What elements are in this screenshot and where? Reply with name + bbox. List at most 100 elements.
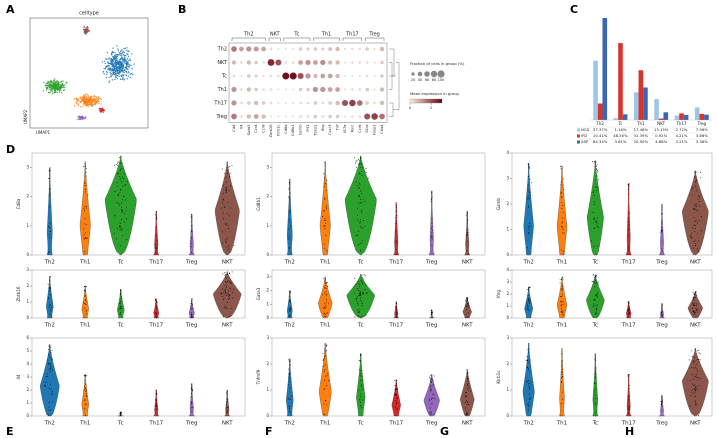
cell-point [661, 305, 663, 306]
cell-point [192, 390, 194, 392]
cell-point [155, 389, 157, 391]
gene-label: Tbx21 [313, 125, 317, 137]
gene-label: Ccr4 [254, 124, 258, 133]
cell-point [661, 400, 663, 402]
cell-point [695, 304, 697, 306]
y-tick-label: 1 [506, 387, 509, 392]
umap-point [88, 100, 90, 102]
cell-point [694, 360, 696, 362]
cell-point [83, 207, 85, 209]
cell-point [46, 373, 48, 375]
cell-point [362, 167, 364, 169]
cell-point [323, 243, 325, 245]
x-tick-label: Treg [425, 323, 438, 329]
cell-point [594, 227, 596, 229]
cell-point [694, 389, 696, 391]
umap-point [58, 85, 60, 87]
x-tick-label: NKT [462, 323, 473, 329]
cell-point [662, 399, 664, 401]
umap-point [114, 55, 116, 58]
umap-point [96, 98, 99, 100]
cell-point [51, 359, 53, 361]
cell-point [357, 303, 359, 304]
cell-point [121, 229, 123, 231]
dot [284, 115, 287, 118]
cell-point [326, 312, 328, 314]
category-label: Th1 [636, 121, 645, 126]
cell-point [395, 210, 397, 212]
cell-point [359, 401, 361, 403]
cell-point [528, 206, 530, 208]
table-value: 3.36% [696, 139, 708, 144]
cell-point [119, 192, 121, 194]
cell-point [694, 366, 696, 368]
cell-point [694, 376, 696, 378]
cell-point [289, 361, 291, 363]
cell-point [467, 384, 468, 386]
cell-point [227, 407, 229, 409]
cell-point [528, 405, 530, 407]
cell-point [430, 313, 432, 315]
cell-point [396, 313, 397, 315]
cell-point [694, 400, 696, 402]
cell-point [428, 412, 430, 414]
umap-point [129, 73, 131, 75]
cell-point [430, 389, 432, 391]
umap-point [112, 73, 114, 75]
cell-point [191, 236, 193, 238]
umap-point [123, 79, 125, 81]
cell-point [359, 359, 361, 361]
cell-point [289, 378, 291, 379]
cell-point [83, 223, 85, 225]
cell-point [695, 401, 696, 403]
cell-point [466, 413, 468, 415]
umap-point [59, 85, 61, 88]
cell-point [322, 216, 324, 217]
cell-point [591, 240, 593, 242]
cell-point [628, 313, 630, 315]
umap-point [62, 84, 65, 86]
cell-point [325, 293, 327, 295]
cell-point [324, 218, 326, 220]
umap-point [110, 70, 112, 72]
cell-point [221, 293, 222, 295]
cell-point [661, 220, 663, 222]
umap-point [105, 76, 108, 79]
cell-point [628, 406, 630, 408]
cell-point [47, 359, 48, 361]
cell-point [361, 170, 363, 172]
cell-point [689, 235, 691, 237]
umap-point [120, 52, 122, 55]
dot [328, 60, 333, 65]
violin [658, 395, 666, 417]
cell-point [695, 243, 696, 245]
umap-point [111, 63, 113, 66]
cell-point [191, 387, 193, 388]
cell-point [324, 350, 326, 352]
row-label: Treg [215, 114, 227, 120]
cell-point [288, 368, 290, 370]
cell-point [691, 356, 693, 358]
cell-point [232, 288, 234, 290]
cell-point [51, 369, 53, 371]
cell-point [429, 400, 431, 402]
umap-point [129, 59, 132, 62]
cell-point [156, 246, 158, 248]
cell-point [220, 292, 222, 294]
umap-point [54, 91, 57, 93]
x-tick-label: Treg [425, 260, 438, 266]
cell-point [562, 221, 563, 223]
cell-point [627, 305, 629, 307]
cell-point [360, 198, 361, 200]
cell-point [628, 399, 629, 401]
umap-point [86, 93, 88, 95]
cell-point [325, 305, 327, 307]
cell-point [224, 272, 226, 274]
cell-point [326, 250, 328, 252]
cell-point [561, 308, 562, 309]
cell-point [190, 301, 192, 303]
umap-point [110, 72, 112, 75]
cell-point [154, 312, 156, 314]
umap-point [128, 66, 130, 69]
cell-point [117, 161, 119, 163]
